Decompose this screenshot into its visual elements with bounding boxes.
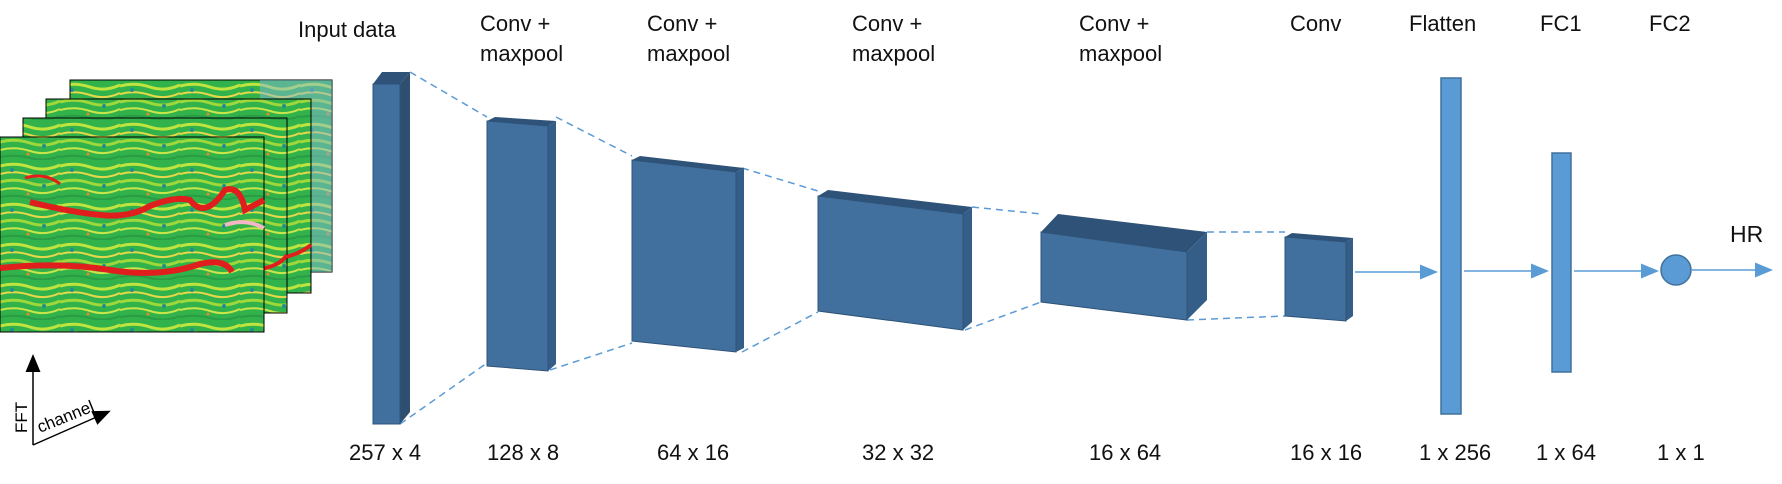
conv5-label: Conv	[1290, 11, 1342, 36]
conv2-label-line2: maxpool	[647, 41, 731, 66]
conv3-label: Conv + maxpool	[852, 9, 935, 69]
input-dims: 257 x 4	[349, 440, 422, 465]
spectrogram-frame-1	[0, 136, 266, 333]
conv4-label: Conv + maxpool	[1079, 9, 1162, 69]
fft-axis-label: FFT	[12, 402, 31, 433]
conv4-block	[1040, 214, 1207, 321]
flow-arrows	[1355, 262, 1773, 280]
flatten-layer	[1440, 77, 1462, 415]
conv5-block	[1284, 233, 1353, 322]
connector-conv2-conv3-bottom	[741, 311, 819, 353]
connector-conv1-conv2-bottom	[549, 342, 633, 371]
conv1-label-line2: maxpool	[480, 41, 564, 66]
conv4-label-line2: maxpool	[1079, 41, 1163, 66]
fc2-dims: 1 x 1	[1657, 440, 1705, 465]
conv2-label: Conv + maxpool	[647, 9, 730, 69]
conv1-label: Conv + maxpool	[480, 9, 563, 69]
conv1-dims: 128 x 8	[487, 440, 560, 465]
connector-input-conv1-top	[409, 71, 488, 118]
conv2-label-line1: Conv +	[647, 11, 718, 36]
connectors	[399, 71, 1286, 425]
connector-conv4-conv5-bottom	[1186, 315, 1286, 321]
connector-conv2-conv3-top	[741, 167, 819, 192]
conv1-block	[486, 117, 556, 372]
fc1-dims: 1 x 64	[1536, 440, 1596, 465]
input-data-label: Input data	[298, 17, 396, 42]
connector-conv3-conv4-top	[971, 206, 1042, 215]
fc2-label: FC2	[1649, 11, 1691, 36]
conv2-dims: 64 x 16	[657, 440, 730, 465]
input-block	[372, 72, 410, 425]
connector-conv1-conv2-top	[555, 116, 633, 157]
conv3-label-line1: Conv +	[852, 11, 923, 36]
output-hr-label: HR	[1730, 221, 1764, 247]
fc2-node	[1660, 254, 1692, 286]
conv4-label-line1: Conv +	[1079, 11, 1150, 36]
flatten-dims: 1 x 256	[1419, 440, 1492, 465]
conv3-label-line2: maxpool	[852, 41, 936, 66]
connector-input-conv1-bottom	[399, 362, 488, 425]
conv4-dims: 16 x 64	[1089, 440, 1162, 465]
fc1-label: FC1	[1540, 11, 1582, 36]
flatten-label: Flatten	[1409, 11, 1477, 36]
channel-axis-arrow	[32, 410, 111, 446]
fc1-layer	[1551, 152, 1572, 373]
conv3-block	[817, 190, 972, 331]
input-spectrogram-stack	[0, 79, 333, 333]
axis-indicator: FFT channel	[12, 354, 111, 446]
conv3-dims: 32 x 32	[862, 440, 935, 465]
conv5-dims: 16 x 16	[1290, 440, 1363, 465]
conv1-label-line1: Conv +	[480, 11, 551, 36]
conv2-block	[631, 156, 744, 353]
connector-conv3-conv4-bottom	[964, 301, 1042, 331]
